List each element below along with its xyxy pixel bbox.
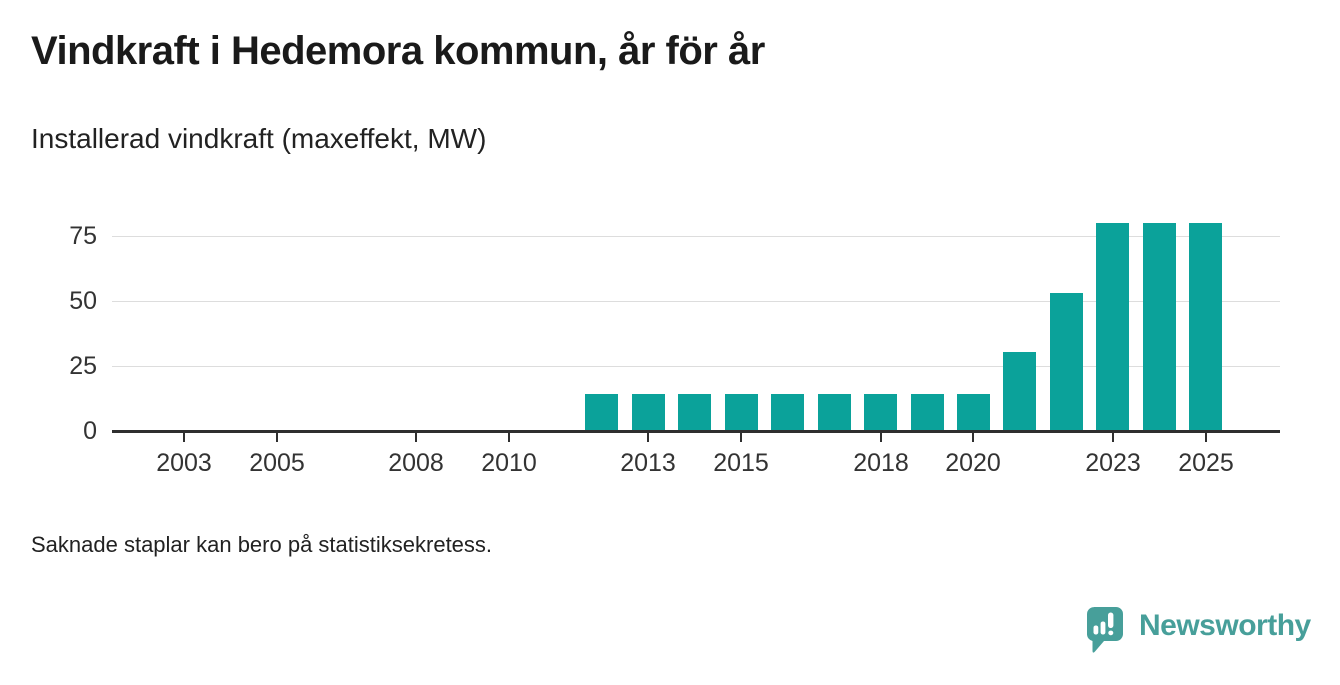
x-axis-tick-label: 2020: [945, 449, 1001, 477]
logo-bar-medium: [1100, 621, 1106, 635]
x-axis-tick-label: 2023: [1085, 449, 1141, 477]
gridline-25: [112, 366, 1280, 367]
logo-bar-small: [1093, 625, 1099, 635]
x-axis-tick: [415, 433, 417, 442]
x-axis-tick: [647, 433, 649, 442]
bar-2020: [957, 394, 990, 432]
gridline-75: [112, 236, 1280, 237]
bar-2021: [1003, 352, 1036, 432]
x-axis-tick-label: 2008: [388, 449, 444, 477]
bar-2016: [771, 394, 804, 432]
x-axis-tick-label: 2010: [481, 449, 537, 477]
x-axis-tick: [1205, 433, 1207, 442]
bar-2017: [818, 394, 851, 432]
x-axis-tick-label: 2015: [713, 449, 769, 477]
x-axis-tick: [276, 433, 278, 442]
y-axis-tick-label: 75: [69, 222, 97, 250]
logo-exclamation-dot: [1108, 630, 1114, 636]
page-title: Vindkraft i Hedemora kommun, år för år: [31, 29, 765, 73]
x-axis-tick: [1112, 433, 1114, 442]
bar-2022: [1050, 293, 1083, 432]
x-axis-tick-label: 2013: [620, 449, 676, 477]
bar-2014: [678, 394, 711, 432]
logo-exclamation-line: [1108, 612, 1114, 628]
y-axis-tick-label: 25: [69, 352, 97, 380]
x-axis-tick-label: 2005: [249, 449, 305, 477]
x-axis-tick: [740, 433, 742, 442]
y-axis-tick-label: 0: [83, 417, 97, 445]
bar-2025: [1189, 223, 1222, 432]
y-axis-tick-label: 50: [69, 287, 97, 315]
x-axis-tick-label: 2003: [156, 449, 212, 477]
brand-logo: Newsworthy: [1086, 606, 1311, 656]
x-axis-tick-label: 2025: [1178, 449, 1234, 477]
x-axis-tick-label: 2018: [853, 449, 909, 477]
x-axis-tick: [972, 433, 974, 442]
bar-2015: [725, 394, 758, 432]
bar-2024: [1143, 223, 1176, 432]
bar-2012: [585, 394, 618, 432]
bar-2013: [632, 394, 665, 432]
x-axis-tick: [183, 433, 185, 442]
bar-2019: [911, 394, 944, 432]
chart-subtitle: Installerad vindkraft (maxeffekt, MW): [31, 123, 487, 154]
gridline-50: [112, 301, 1280, 302]
newsworthy-logo-icon: [1086, 607, 1123, 653]
x-axis-tick: [508, 433, 510, 442]
bar-2023: [1096, 223, 1129, 432]
footnote: Saknade staplar kan bero på statistiksek…: [31, 532, 493, 557]
x-axis-line: [112, 430, 1280, 433]
x-axis-tick: [880, 433, 882, 442]
bar-2018: [864, 394, 897, 432]
brand-name: Newsworthy: [1139, 609, 1311, 642]
